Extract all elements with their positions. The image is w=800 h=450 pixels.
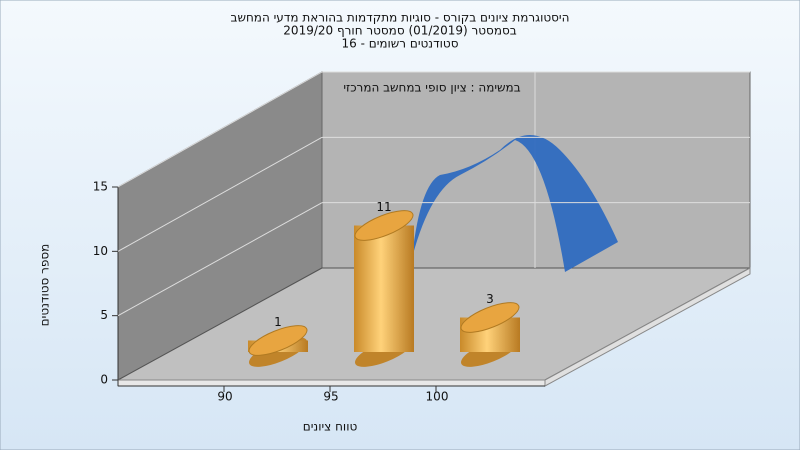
bar-top — [354, 210, 414, 241]
chart-subtitle: בסמסטר (01/2019) סמסטר חורף 2019/20 — [283, 24, 516, 38]
chart-title: היסטוגרמת ציונים בקורס - סוגיות מתקדמות … — [231, 11, 570, 25]
y-tick-label: 0 — [100, 373, 108, 387]
distribution-curve — [412, 135, 618, 272]
y-tick-label: 10 — [93, 244, 108, 258]
chart-subtitle: סטודנטים רשומים - 16 — [341, 37, 458, 51]
value-label: 3 — [486, 292, 494, 306]
grid-line — [117, 71, 323, 188]
x-tick-label: 90 — [217, 390, 232, 404]
bar-top — [248, 325, 308, 356]
y-tick-label: 5 — [100, 308, 108, 322]
x-tick-label: 95 — [323, 390, 338, 404]
grid-line — [117, 136, 323, 252]
y-tick-label: 15 — [93, 180, 108, 194]
annotation: במשימה : ציון סופי במחשב המרכזי — [343, 81, 520, 95]
x-axis-label: טווח ציונים — [303, 420, 358, 434]
bar-top — [460, 302, 520, 333]
value-label: 1 — [274, 315, 282, 329]
y-axis-label: מספר סטודנטים — [38, 244, 52, 327]
grid-line — [117, 202, 323, 317]
bar — [354, 225, 414, 352]
x-tick-label: 100 — [426, 390, 449, 404]
floor-edge — [117, 379, 546, 387]
value-label: 11 — [376, 200, 391, 214]
